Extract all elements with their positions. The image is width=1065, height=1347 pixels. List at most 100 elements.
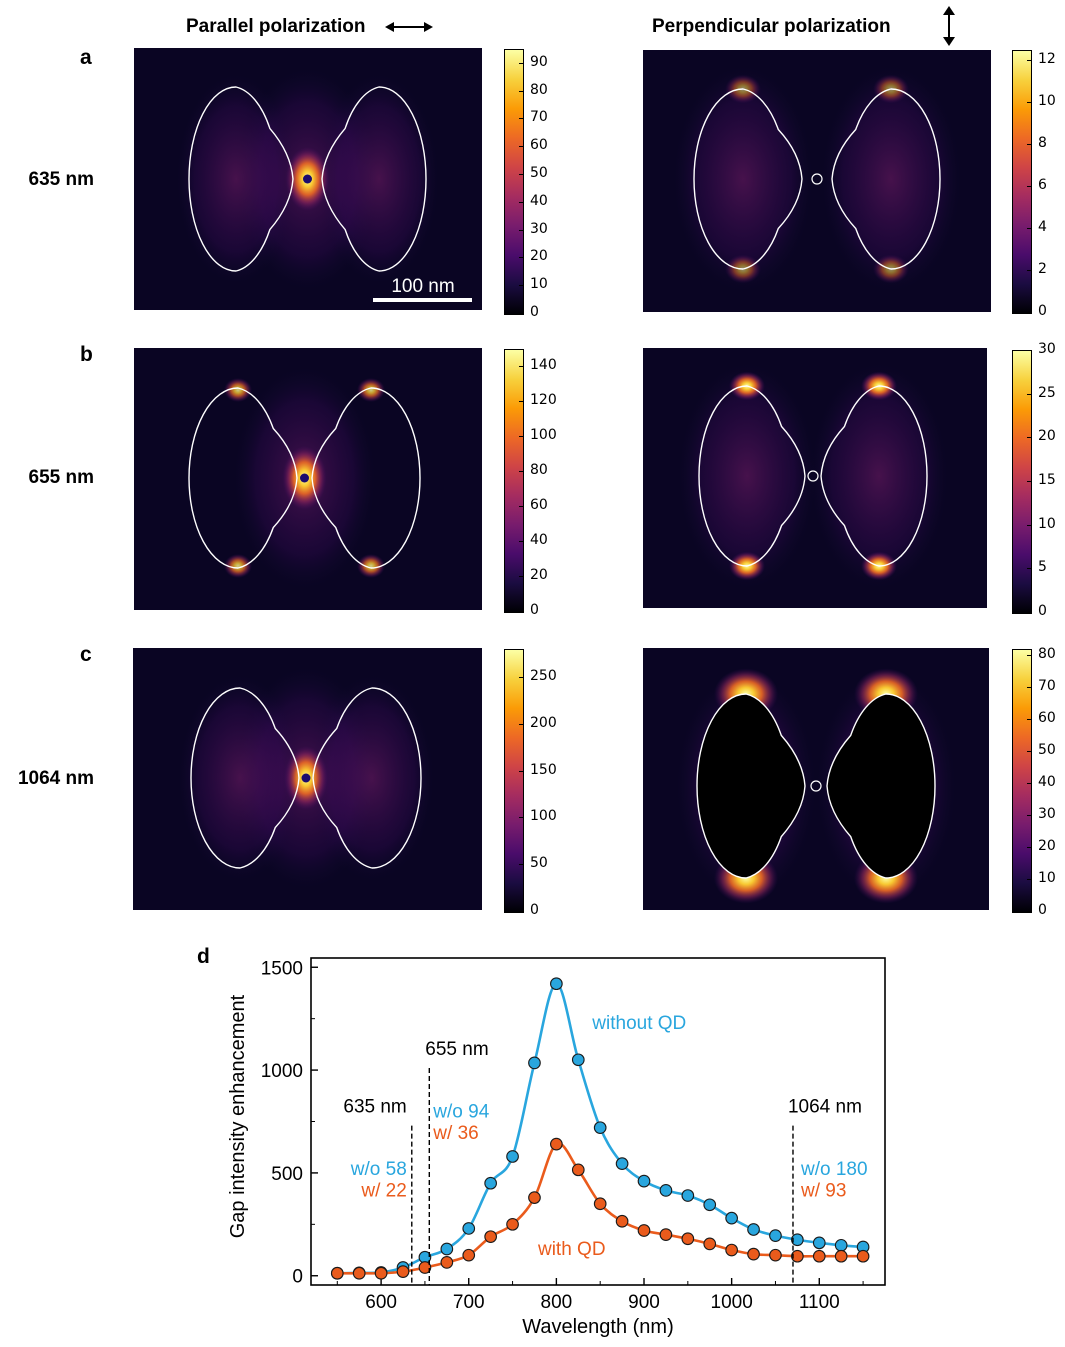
colorbar-tick-label: 20 bbox=[1038, 428, 1056, 445]
row-label-635: 635 nm bbox=[28, 169, 94, 190]
colorbar-tick-label: 6 bbox=[1038, 177, 1047, 194]
colorbar-tick-mark bbox=[1027, 393, 1032, 395]
x-tick-label: 1000 bbox=[711, 1292, 753, 1313]
field-map-655-parallel bbox=[134, 348, 482, 610]
data-point-without-qd bbox=[681, 1189, 695, 1202]
colorbar-tick-label: 100 bbox=[530, 427, 557, 444]
x-tick-label: 600 bbox=[365, 1292, 397, 1313]
colorbar-tick-label: 80 bbox=[1038, 646, 1056, 663]
colorbar-a-perpendicular bbox=[1012, 50, 1032, 314]
annotation-with-qd: w/ 36 bbox=[432, 1123, 478, 1144]
annotation-with-qd: w/ 93 bbox=[800, 1181, 846, 1202]
colorbar-tick-label: 8 bbox=[1038, 135, 1047, 152]
data-point-with-qd bbox=[812, 1249, 826, 1263]
data-point-without-qd bbox=[550, 977, 563, 991]
colorbar-tick-label: 40 bbox=[1038, 774, 1056, 791]
data-point-without-qd bbox=[747, 1223, 760, 1236]
colorbar-tick-mark bbox=[1027, 911, 1032, 912]
x-axis-label: Wavelength (nm) bbox=[522, 1316, 674, 1338]
field-map-655-perpendicular bbox=[643, 348, 987, 608]
colorbar-tick-mark bbox=[1027, 270, 1032, 272]
colorbar-tick-mark bbox=[1027, 437, 1032, 439]
colorbar-tick-mark bbox=[1027, 144, 1032, 146]
annotation-with-qd: w/ 22 bbox=[360, 1181, 406, 1202]
data-point-with-qd bbox=[637, 1224, 651, 1237]
data-point-with-qd bbox=[462, 1248, 476, 1262]
colorbar-tick-mark bbox=[1027, 568, 1032, 570]
data-point-without-qd bbox=[725, 1211, 738, 1225]
colorbar-tick-mark bbox=[1027, 612, 1032, 613]
x-tick-label: 1100 bbox=[799, 1292, 840, 1313]
colorbar-tick-label: 2 bbox=[1038, 261, 1047, 278]
colorbar-tick-mark bbox=[519, 864, 524, 866]
colorbar-tick-mark bbox=[519, 285, 524, 287]
colorbar-tick-label: 10 bbox=[530, 276, 548, 293]
colorbar-tick-label: 25 bbox=[1038, 384, 1056, 401]
colorbar-c-perpendicular bbox=[1012, 649, 1032, 913]
field-map-635-parallel bbox=[134, 48, 482, 310]
colorbar-tick-label: 70 bbox=[530, 109, 548, 126]
colorbar-tick-label: 0 bbox=[530, 304, 539, 320]
colorbar-tick-mark bbox=[519, 541, 524, 543]
colorbar-tick-label: 80 bbox=[530, 81, 548, 98]
colorbar-tick-mark bbox=[519, 201, 524, 203]
data-point-with-qd bbox=[834, 1249, 848, 1263]
field-map-1064-perpendicular bbox=[643, 648, 989, 910]
colorbar-tick-mark bbox=[1027, 481, 1032, 482]
colorbar-b-parallel bbox=[504, 349, 524, 613]
data-point-with-qd bbox=[747, 1247, 760, 1261]
colorbar-tick-label: 90 bbox=[530, 53, 548, 70]
annotation-without-qd: w/o 180 bbox=[800, 1159, 868, 1180]
colorbar-tick-mark bbox=[519, 723, 524, 725]
row-label-655: 655 nm bbox=[28, 467, 94, 488]
colorbar-tick-label: 0 bbox=[1038, 603, 1047, 619]
colorbar-tick-label: 20 bbox=[530, 567, 548, 584]
data-point-with-qd bbox=[506, 1217, 519, 1231]
colorbar-tick-mark bbox=[519, 366, 524, 368]
data-point-with-qd bbox=[659, 1228, 673, 1241]
left-right-arrow-icon bbox=[384, 21, 433, 32]
panel-letter-c: c bbox=[80, 643, 92, 666]
y-tick-label: 500 bbox=[271, 1164, 303, 1185]
colorbar-tick-label: 80 bbox=[530, 462, 548, 479]
perpendicular-polarization-title: Perpendicular polarization bbox=[652, 16, 891, 37]
colorbar-tick-label: 30 bbox=[1038, 806, 1056, 823]
colorbar-tick-mark bbox=[1027, 847, 1032, 849]
wavelength-marker-label: 1064 nm bbox=[788, 1097, 862, 1118]
data-point-with-qd bbox=[681, 1232, 695, 1246]
colorbar-tick-label: 70 bbox=[1038, 678, 1056, 695]
wavelength-marker-label: 655 nm bbox=[425, 1039, 488, 1060]
colorbar-tick-mark bbox=[519, 90, 524, 92]
colorbar-tick-mark bbox=[519, 677, 524, 679]
colorbar-tick-mark bbox=[519, 401, 524, 403]
colorbar-tick-label: 20 bbox=[530, 248, 548, 265]
field-map-1064-parallel bbox=[133, 648, 482, 910]
data-point-without-qd bbox=[659, 1184, 673, 1197]
colorbar-tick-label: 30 bbox=[530, 220, 548, 237]
colorbar-tick-label: 0 bbox=[1038, 303, 1047, 319]
colorbar-tick-mark bbox=[519, 471, 524, 473]
data-point-without-qd bbox=[615, 1157, 629, 1171]
wavelength-marker-label: 635 nm bbox=[343, 1097, 406, 1118]
panel-letter-a: a bbox=[80, 46, 92, 69]
colorbar-tick-mark bbox=[519, 436, 524, 438]
data-point-with-qd bbox=[571, 1163, 585, 1177]
data-point-with-qd bbox=[352, 1266, 366, 1280]
data-point-without-qd bbox=[791, 1233, 804, 1247]
data-point-with-qd bbox=[374, 1266, 388, 1280]
colorbar-b-perpendicular bbox=[1012, 350, 1032, 614]
colorbar-tick-label: 15 bbox=[1038, 472, 1056, 488]
colorbar-tick-label: 12 bbox=[1038, 51, 1056, 68]
data-point-without-qd bbox=[484, 1176, 497, 1190]
x-tick-label: 700 bbox=[453, 1292, 485, 1313]
colorbar-tick-label: 120 bbox=[530, 392, 557, 409]
colorbar-tick-mark bbox=[1027, 186, 1032, 188]
data-point-with-qd bbox=[330, 1266, 344, 1280]
colorbar-tick-mark bbox=[1027, 879, 1032, 881]
data-point-with-qd bbox=[593, 1197, 607, 1211]
data-point-without-qd bbox=[812, 1236, 826, 1250]
colorbar-tick-mark bbox=[1027, 350, 1032, 351]
data-point-with-qd bbox=[791, 1249, 804, 1263]
colorbar-tick-mark bbox=[1027, 815, 1032, 817]
data-point-without-qd bbox=[506, 1150, 519, 1163]
